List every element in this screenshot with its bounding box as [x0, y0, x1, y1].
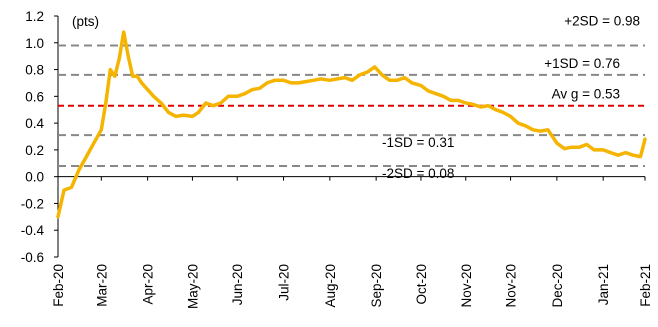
- reference-label: -1SD = 0.31: [382, 135, 454, 150]
- x-tick-label: Jun-20: [230, 264, 245, 305]
- y-tick-label: 0.6: [25, 89, 44, 104]
- y-axis-unit-label: (pts): [72, 14, 99, 29]
- y-tick-label: 1.2: [25, 9, 44, 24]
- x-tick-label: Nov-20: [459, 264, 474, 308]
- series-layer: [56, 30, 647, 219]
- y-tick-label: 1.0: [25, 36, 44, 51]
- x-tick-label: Jan-21: [596, 264, 611, 305]
- y-axis: -0.6 -0.4 -0.2 0.0 0.2 0.4 0.6 0.8 1.0 1.2: [21, 9, 59, 265]
- x-tick-label: Nov-20: [504, 264, 519, 308]
- x-tick-label: Apr-20: [141, 264, 156, 305]
- x-tick-label: Sep-20: [369, 264, 384, 308]
- reference-label: +2SD = 0.98: [564, 13, 640, 28]
- x-tick-label: Oct-20: [414, 264, 429, 305]
- x-tick-label: Dec-20: [550, 264, 565, 308]
- x-tick-label: Feb-20: [51, 264, 66, 307]
- reference-lines: [58, 44, 645, 167]
- x-tick-label: Aug-20: [323, 264, 338, 308]
- y-tick-label: -0.2: [21, 196, 44, 211]
- y-tick-label: 0.4: [25, 116, 44, 131]
- series-line: [56, 30, 647, 219]
- x-tick-label: Feb-21: [638, 264, 653, 307]
- reference-label: +1SD = 0.76: [544, 56, 620, 71]
- y-tick-label: -0.4: [21, 223, 45, 238]
- y-tick-label: -0.6: [21, 250, 44, 265]
- reference-label: -2SD = 0.08: [382, 166, 454, 181]
- reference-labels: +2SD = 0.98 +1SD = 0.76 Av g = 0.53 -1SD = …: [382, 13, 640, 181]
- x-tick-label: Mar-20: [94, 264, 109, 307]
- x-tick-label: May-20: [185, 264, 200, 309]
- x-axis: Feb-20 Mar-20 Apr-20 May-20 Jun-20 Jul-20 Aug-…: [51, 176, 653, 309]
- reference-label: Av g = 0.53: [552, 87, 620, 102]
- y-tick-label: 0.0: [25, 170, 44, 185]
- y-tick-label: 0.8: [25, 63, 44, 78]
- x-tick-label: Jul-20: [277, 264, 292, 301]
- y-tick-label: 0.2: [25, 143, 44, 158]
